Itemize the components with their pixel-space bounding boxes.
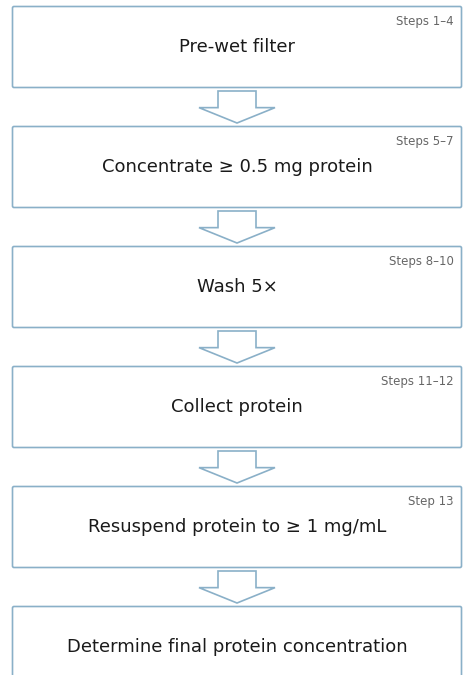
Polygon shape — [199, 451, 275, 483]
Text: Steps 1–4: Steps 1–4 — [396, 15, 454, 28]
Text: Wash 5×: Wash 5× — [197, 278, 277, 296]
FancyBboxPatch shape — [12, 7, 462, 88]
Polygon shape — [199, 211, 275, 243]
Polygon shape — [199, 571, 275, 603]
Text: Concentrate ≥ 0.5 mg protein: Concentrate ≥ 0.5 mg protein — [101, 158, 373, 176]
FancyBboxPatch shape — [12, 126, 462, 207]
Text: Determine final protein concentration: Determine final protein concentration — [67, 638, 407, 656]
Text: Collect protein: Collect protein — [171, 398, 303, 416]
FancyBboxPatch shape — [12, 367, 462, 448]
Text: Steps 11–12: Steps 11–12 — [382, 375, 454, 388]
FancyBboxPatch shape — [12, 246, 462, 327]
Text: Steps 5–7: Steps 5–7 — [396, 135, 454, 148]
Polygon shape — [199, 91, 275, 123]
FancyBboxPatch shape — [12, 487, 462, 568]
Polygon shape — [199, 331, 275, 363]
Text: Pre-wet filter: Pre-wet filter — [179, 38, 295, 56]
FancyBboxPatch shape — [12, 607, 462, 675]
Text: Steps 8–10: Steps 8–10 — [389, 255, 454, 268]
Text: Step 13: Step 13 — [409, 495, 454, 508]
Text: Resuspend protein to ≥ 1 mg/mL: Resuspend protein to ≥ 1 mg/mL — [88, 518, 386, 536]
